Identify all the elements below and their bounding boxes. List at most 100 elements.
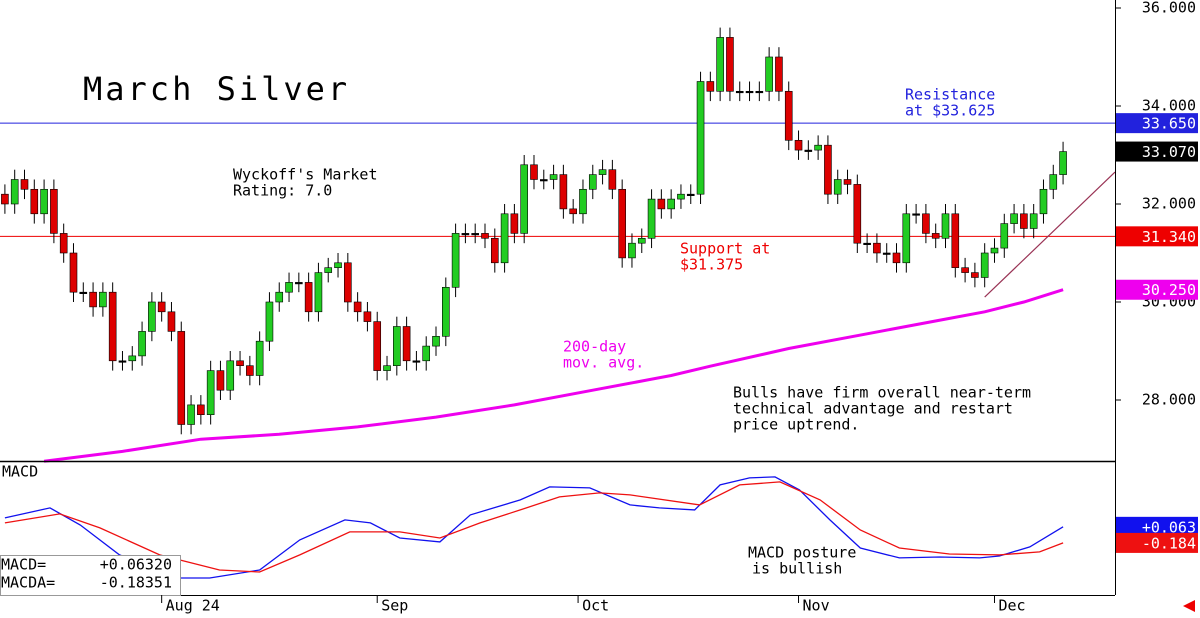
candle-body xyxy=(442,286,450,337)
candle-body xyxy=(853,184,862,244)
candle-body xyxy=(951,213,960,268)
resistance-text: Resistance xyxy=(905,86,995,104)
candle-body xyxy=(1059,151,1067,175)
candle-body xyxy=(197,404,205,415)
candle-body xyxy=(892,252,901,264)
candle-body xyxy=(657,198,666,210)
candle-body xyxy=(794,139,803,151)
x-tick-label: Dec xyxy=(998,597,1025,615)
candle-body xyxy=(579,188,587,215)
readout-value: +0.06320 xyxy=(100,556,172,574)
candle-body xyxy=(481,233,489,239)
candle-body xyxy=(20,179,29,190)
y-tick-label: 36.000 xyxy=(1142,0,1196,16)
price-tag xyxy=(1116,226,1198,247)
candle-body xyxy=(432,335,440,347)
candle-body xyxy=(814,144,822,151)
rating-text: Wyckoff's Market xyxy=(233,166,378,184)
candle-body xyxy=(824,144,832,195)
candle-body xyxy=(775,56,783,92)
candle-body xyxy=(79,291,88,294)
candle-body xyxy=(128,355,137,362)
candle-body xyxy=(334,262,342,268)
chart-title: March Silver xyxy=(83,70,350,108)
candle-body xyxy=(275,291,284,303)
candle-body xyxy=(30,188,39,215)
ma-text: mov. avg. xyxy=(563,354,644,372)
candle-body xyxy=(402,326,411,362)
macd-line xyxy=(4,476,1064,579)
candle-body xyxy=(735,90,744,94)
candle-body xyxy=(344,262,352,303)
candle-body xyxy=(804,149,813,152)
candle-body xyxy=(216,370,225,391)
candle-body xyxy=(461,233,470,236)
candle-body xyxy=(50,188,58,234)
candle-body xyxy=(412,360,421,363)
candle-body xyxy=(236,360,244,366)
candle-body xyxy=(647,198,656,239)
candle-body xyxy=(706,81,715,92)
x-tick-label: Aug 24 xyxy=(166,597,220,615)
candle-body xyxy=(500,213,509,264)
macd-comment: is bullish xyxy=(752,560,842,578)
candle-body xyxy=(138,331,146,357)
candle-body xyxy=(187,404,195,425)
candle-body xyxy=(941,213,950,239)
candle-body xyxy=(246,365,254,376)
candle-body xyxy=(490,237,499,264)
candle-body xyxy=(628,242,636,259)
comment-text: Bulls have firm overall near-term xyxy=(733,384,1031,402)
candle-body xyxy=(726,37,734,92)
candle-body xyxy=(922,213,930,234)
candle-body xyxy=(755,90,764,94)
candle-body xyxy=(530,164,538,180)
candle-body xyxy=(1000,223,1009,249)
candle-body xyxy=(69,252,78,293)
price-tag-label: 33.650 xyxy=(1142,115,1196,133)
candle-body xyxy=(549,174,558,180)
candle-body xyxy=(990,247,999,254)
candle-body xyxy=(1,193,9,205)
readout-label: MACD= xyxy=(1,556,46,574)
moving-average xyxy=(43,288,1064,463)
candle-body xyxy=(716,37,724,92)
price-tag-label: 33.070 xyxy=(1142,143,1196,161)
price-tag xyxy=(1116,516,1198,537)
candle-body xyxy=(108,291,117,362)
x-tick-label: Oct xyxy=(582,597,609,615)
candle-body xyxy=(206,370,215,415)
y-tick-label: 28.000 xyxy=(1142,390,1196,408)
price-tag xyxy=(1116,141,1198,162)
candle-body xyxy=(539,179,548,182)
candle-body xyxy=(588,174,597,190)
candle-body xyxy=(696,81,705,195)
candle-body xyxy=(873,242,881,254)
candle-body xyxy=(559,174,568,210)
candle-body xyxy=(686,193,695,196)
candle-body xyxy=(89,291,97,308)
candle-body xyxy=(373,321,382,371)
candle-body xyxy=(677,193,685,200)
candle-body xyxy=(1020,213,1028,229)
macd-line xyxy=(4,481,1064,573)
x-tick-label: Sep xyxy=(381,597,408,615)
readout-value: -0.18351 xyxy=(100,574,172,592)
candle-body xyxy=(637,237,646,244)
comment-text: price uptrend. xyxy=(733,416,859,434)
scroll-arrow[interactable] xyxy=(1183,600,1195,612)
candle-body xyxy=(520,164,528,234)
support-text: $31.375 xyxy=(680,256,743,274)
candle-body xyxy=(314,272,323,313)
x-tick-label: Nov xyxy=(803,597,830,615)
ma-text: 200-day xyxy=(563,338,626,356)
candle-body xyxy=(598,169,607,175)
candle-body xyxy=(833,179,842,195)
candle-body xyxy=(765,56,773,92)
rating-text: Rating: 7.0 xyxy=(233,182,332,200)
price-tag-label: 30.250 xyxy=(1142,281,1196,299)
candle-body xyxy=(393,326,401,366)
candle-body xyxy=(99,291,107,308)
candle-body xyxy=(971,272,979,278)
